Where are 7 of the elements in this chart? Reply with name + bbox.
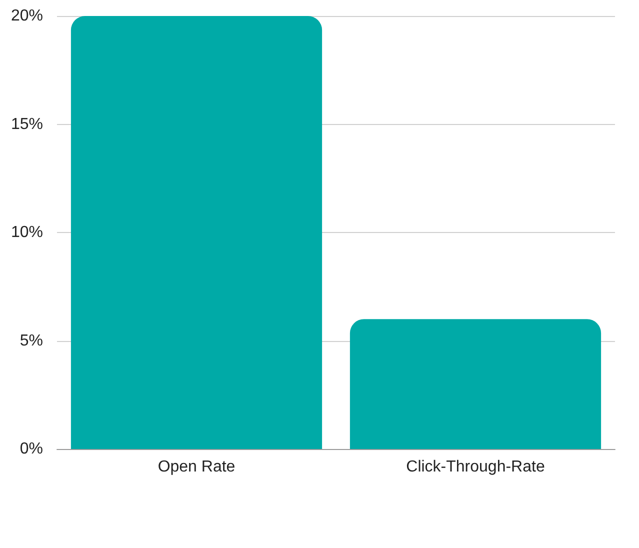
x-tick-label: Open Rate — [158, 458, 236, 476]
y-tick-label: 15% — [10, 116, 43, 133]
y-tick-label: 20% — [10, 8, 43, 24]
x-tick-label: Click-Through-Rate — [406, 458, 545, 476]
y-tick-label: 10% — [10, 224, 43, 241]
y-tick-label: 5% — [20, 332, 43, 350]
y-tick-label: 0% — [20, 440, 43, 458]
